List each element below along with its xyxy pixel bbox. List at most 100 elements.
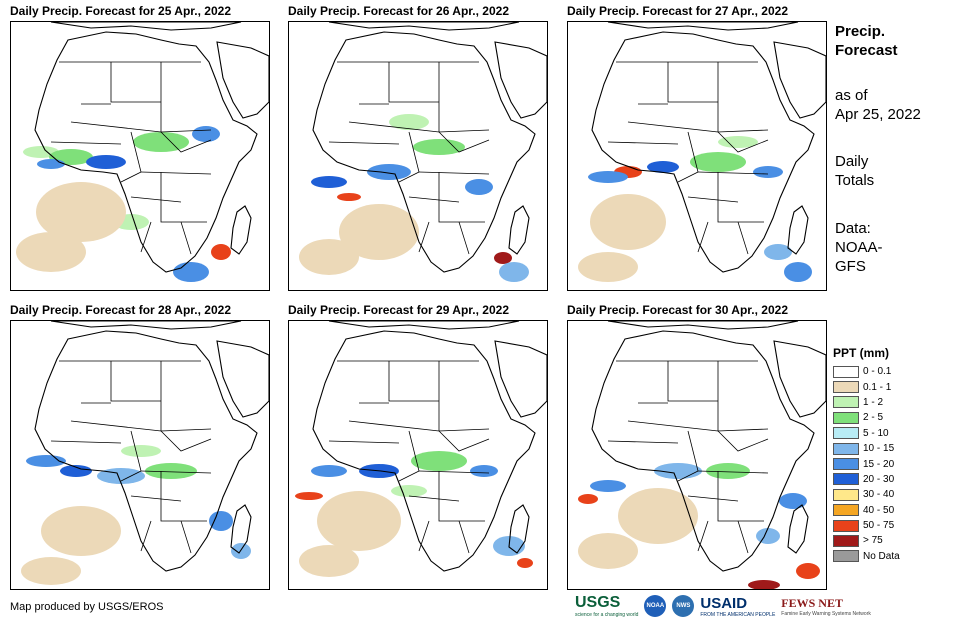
legend-label: No Data (863, 550, 900, 562)
legend-item: 50 - 75 (833, 518, 958, 533)
country-border (110, 62, 161, 103)
country-border (737, 520, 749, 554)
legend-label: 15 - 20 (863, 458, 895, 470)
legend-label: 20 - 30 (863, 473, 895, 485)
africa-outline (34, 330, 258, 572)
precip-area (578, 494, 598, 504)
land-outline (494, 41, 547, 119)
africa-map (295, 321, 547, 577)
precip-area (411, 451, 467, 471)
country-border (717, 172, 764, 223)
forecast-map (10, 320, 270, 590)
country-border (408, 495, 460, 502)
precip-area (173, 262, 209, 282)
country-border (160, 172, 207, 223)
country-border (130, 495, 182, 502)
legend-item: 5 - 10 (833, 426, 958, 441)
forecast-panel-1: Daily Precip. Forecast for 25 Apr., 2022 (10, 3, 270, 291)
legend-item: 20 - 30 (833, 472, 958, 487)
data-source-line2: GFS (835, 258, 866, 275)
country-border (687, 196, 739, 203)
country-border (627, 420, 769, 432)
country-border (160, 131, 212, 153)
africa-outline (591, 330, 815, 572)
country-border (388, 361, 439, 402)
precip-area (37, 159, 65, 169)
country-border (717, 131, 769, 153)
forecast-map (288, 21, 548, 291)
country-border (70, 420, 212, 432)
land-outline (216, 340, 269, 418)
land-outline (328, 22, 520, 31)
precip-legend: PPT (mm) 0 - 0.1 0.1 - 1 1 - 2 2 - 5 5 - 10 1… (833, 346, 958, 564)
africa-map (578, 22, 826, 282)
legend-item: 10 - 15 (833, 441, 958, 456)
country-border (687, 495, 739, 502)
legend-swatch (833, 534, 859, 547)
country-border (50, 440, 122, 444)
daily-label: Daily (835, 153, 869, 170)
country-border (70, 121, 212, 133)
precip-area (311, 465, 347, 477)
country-border (418, 520, 430, 552)
legend-swatch (833, 411, 859, 424)
legend-swatch (833, 473, 859, 486)
precip-area (337, 193, 361, 201)
precip-area (718, 136, 758, 148)
precip-area (209, 511, 233, 531)
usgs-logo: USGS science for a changing world (575, 594, 639, 618)
precip-area (121, 445, 161, 457)
precip-area (36, 182, 126, 242)
land-outline (328, 321, 520, 330)
country-border (160, 430, 212, 452)
precip-area (465, 179, 493, 195)
africa-map (299, 22, 547, 282)
precip-area (578, 252, 638, 282)
legend-swatch (833, 458, 859, 471)
precip-area (317, 491, 401, 551)
country-border (627, 121, 769, 133)
nws-logo: NWS (672, 595, 695, 617)
legend-item: 0.1 - 1 (833, 379, 958, 394)
land-outline (773, 41, 826, 119)
precip-area (192, 126, 220, 142)
legend-label: 10 - 15 (863, 443, 895, 455)
usaid-logo: USAID FROM THE AMERICAN PEOPLE (700, 594, 776, 618)
precip-area (86, 155, 126, 169)
country-border (667, 62, 718, 103)
country-border (418, 171, 490, 175)
precip-area (748, 580, 780, 589)
country-border (180, 520, 192, 554)
legend-swatch (833, 365, 859, 378)
legend-item: No Data (833, 549, 958, 564)
panel-title: Daily Precip. Forecast for 29 Apr., 2022 (288, 303, 509, 317)
land-outline (508, 504, 530, 554)
precip-area (295, 492, 323, 500)
precip-area (647, 161, 679, 173)
precip-area (41, 506, 121, 556)
country-border (348, 420, 490, 432)
country-border (110, 361, 161, 402)
precip-area (499, 262, 529, 282)
precip-area (753, 166, 783, 178)
legend-title: PPT (mm) (833, 346, 890, 360)
precip-area (60, 465, 92, 477)
country-border (328, 440, 400, 444)
precip-area (706, 463, 750, 479)
country-border (328, 141, 400, 145)
legend-item: 40 - 50 (833, 503, 958, 518)
land-outline (494, 340, 547, 418)
precip-area (590, 194, 666, 250)
map-info-sidebar: Precip. Forecast as of Apr 25, 2022 Dail… (835, 22, 960, 276)
precip-area (470, 465, 498, 477)
country-border (607, 141, 679, 145)
precip-area (367, 164, 411, 180)
forecast-panel-5: Daily Precip. Forecast for 29 Apr., 2022 (288, 302, 548, 590)
africa-outline (34, 31, 258, 273)
forecast-map (567, 320, 827, 590)
country-border (140, 221, 152, 253)
fewsnet-logo: FEWS NET Famine Early Warning Systems Ne… (781, 595, 871, 617)
precip-area (590, 480, 626, 492)
legend-swatch (833, 488, 859, 501)
precip-area (299, 545, 359, 577)
